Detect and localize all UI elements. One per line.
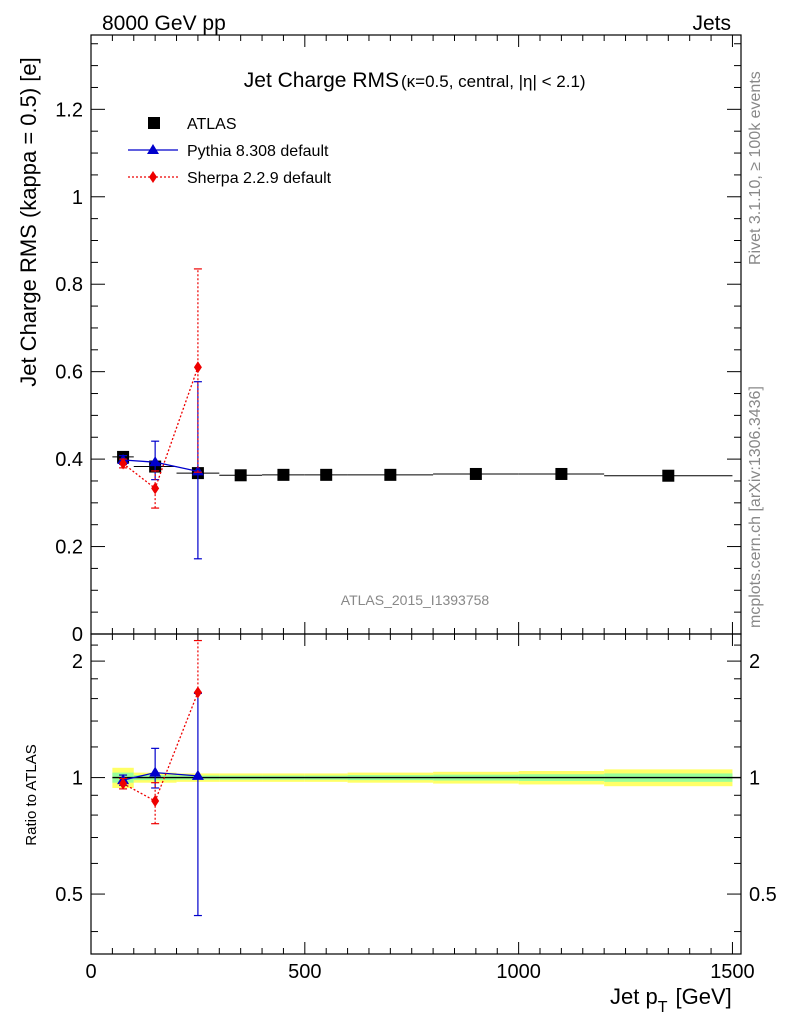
- y-tick-label: 0: [72, 624, 83, 646]
- legend-atlas-label: ATLAS: [187, 116, 237, 133]
- ratio-y-tick-label: 1: [72, 768, 83, 790]
- ratio-pythia-point: [191, 769, 204, 780]
- atlas-point: [277, 468, 290, 481]
- ratio-pythia-point: [149, 766, 162, 777]
- ratio-y-tick-label-right: 1: [749, 768, 760, 790]
- header-right: Jets: [692, 12, 731, 35]
- ratio-y-tick-label: 2: [72, 651, 83, 673]
- legend-pythia-marker: [147, 144, 159, 154]
- x-axis-label: Jet pT [GeV]: [610, 984, 732, 1016]
- main-panel: 0 0.2 0.4 0.6 0.8 1 1.2 Jet Charge RMS (κ=0.5,…: [16, 34, 742, 646]
- legend: ATLAS Pythia 8.308 default Sherpa 2.2.9 …: [128, 116, 332, 187]
- atlas-point: [384, 468, 397, 481]
- y-tick-label: 1: [72, 187, 83, 209]
- ratio-sherpa-line: [122, 692, 199, 802]
- ratio-y-axis-label: Ratio to ATLAS: [23, 744, 40, 845]
- atlas-point: [555, 467, 568, 480]
- legend-atlas-marker: [148, 117, 160, 129]
- main-title-sub: (κ=0.5, central, |η| < 2.1): [401, 72, 586, 91]
- ratio-sherpa-point: [151, 794, 160, 807]
- ratio-sherpa-point: [193, 686, 202, 699]
- rivet-label: Rivet 3.1.10, ≥ 100k events: [747, 71, 764, 265]
- y-tick-label: 1.2: [55, 99, 83, 121]
- x-axis-label-main: Jet p: [610, 984, 658, 1009]
- y-tick-label: 0.8: [55, 274, 83, 296]
- x-tick-label: 500: [288, 961, 321, 983]
- ratio-frame: [90, 633, 742, 955]
- x-tick-label: 1000: [496, 961, 541, 983]
- sherpa-point: [193, 361, 202, 374]
- legend-sherpa-label: Sherpa 2.2.9 default: [187, 170, 332, 187]
- atlas-point: [234, 469, 247, 482]
- atlas-point: [320, 468, 333, 481]
- ratio-y-tick-label: 0.5: [55, 884, 83, 906]
- legend-sherpa-marker: [149, 171, 157, 183]
- x-axis-label-subscript: T: [658, 999, 668, 1016]
- x-tick-label: 0: [85, 961, 96, 983]
- main-title: Jet Charge RMS: [244, 69, 399, 92]
- x-tick-label: 1500: [710, 961, 755, 983]
- ratio-y-tick-label-right: 0.5: [749, 884, 777, 906]
- ratio-sherpa-point: [119, 777, 128, 790]
- y-tick-label: 0.6: [55, 362, 83, 384]
- ratio-panel: 0 500 1000 1500 0.5 0.5 1 1 2 2 Ratio to ATLAS Je…: [23, 633, 777, 1016]
- sherpa-point: [151, 482, 160, 495]
- y-tick-label: 0.2: [55, 537, 83, 559]
- ratio-y-tick-label-right: 2: [749, 651, 760, 673]
- y-tick-label: 0.4: [55, 449, 83, 471]
- header-left: 8000 GeV pp: [102, 12, 226, 35]
- pythia-point: [149, 456, 162, 467]
- atlas-point: [469, 467, 482, 480]
- mcplots-label: mcplots.cern.ch [arXiv:1306.3436]: [747, 386, 764, 628]
- sherpa-point: [119, 457, 128, 470]
- legend-pythia-label: Pythia 8.308 default: [187, 143, 329, 160]
- x-axis-label-unit: [GeV]: [675, 984, 731, 1009]
- atlas-point: [662, 469, 675, 482]
- main-y-axis-label: Jet Charge RMS (kappa = 0.5) [e]: [16, 57, 41, 387]
- analysis-id: ATLAS_2015_I1393758: [341, 592, 490, 608]
